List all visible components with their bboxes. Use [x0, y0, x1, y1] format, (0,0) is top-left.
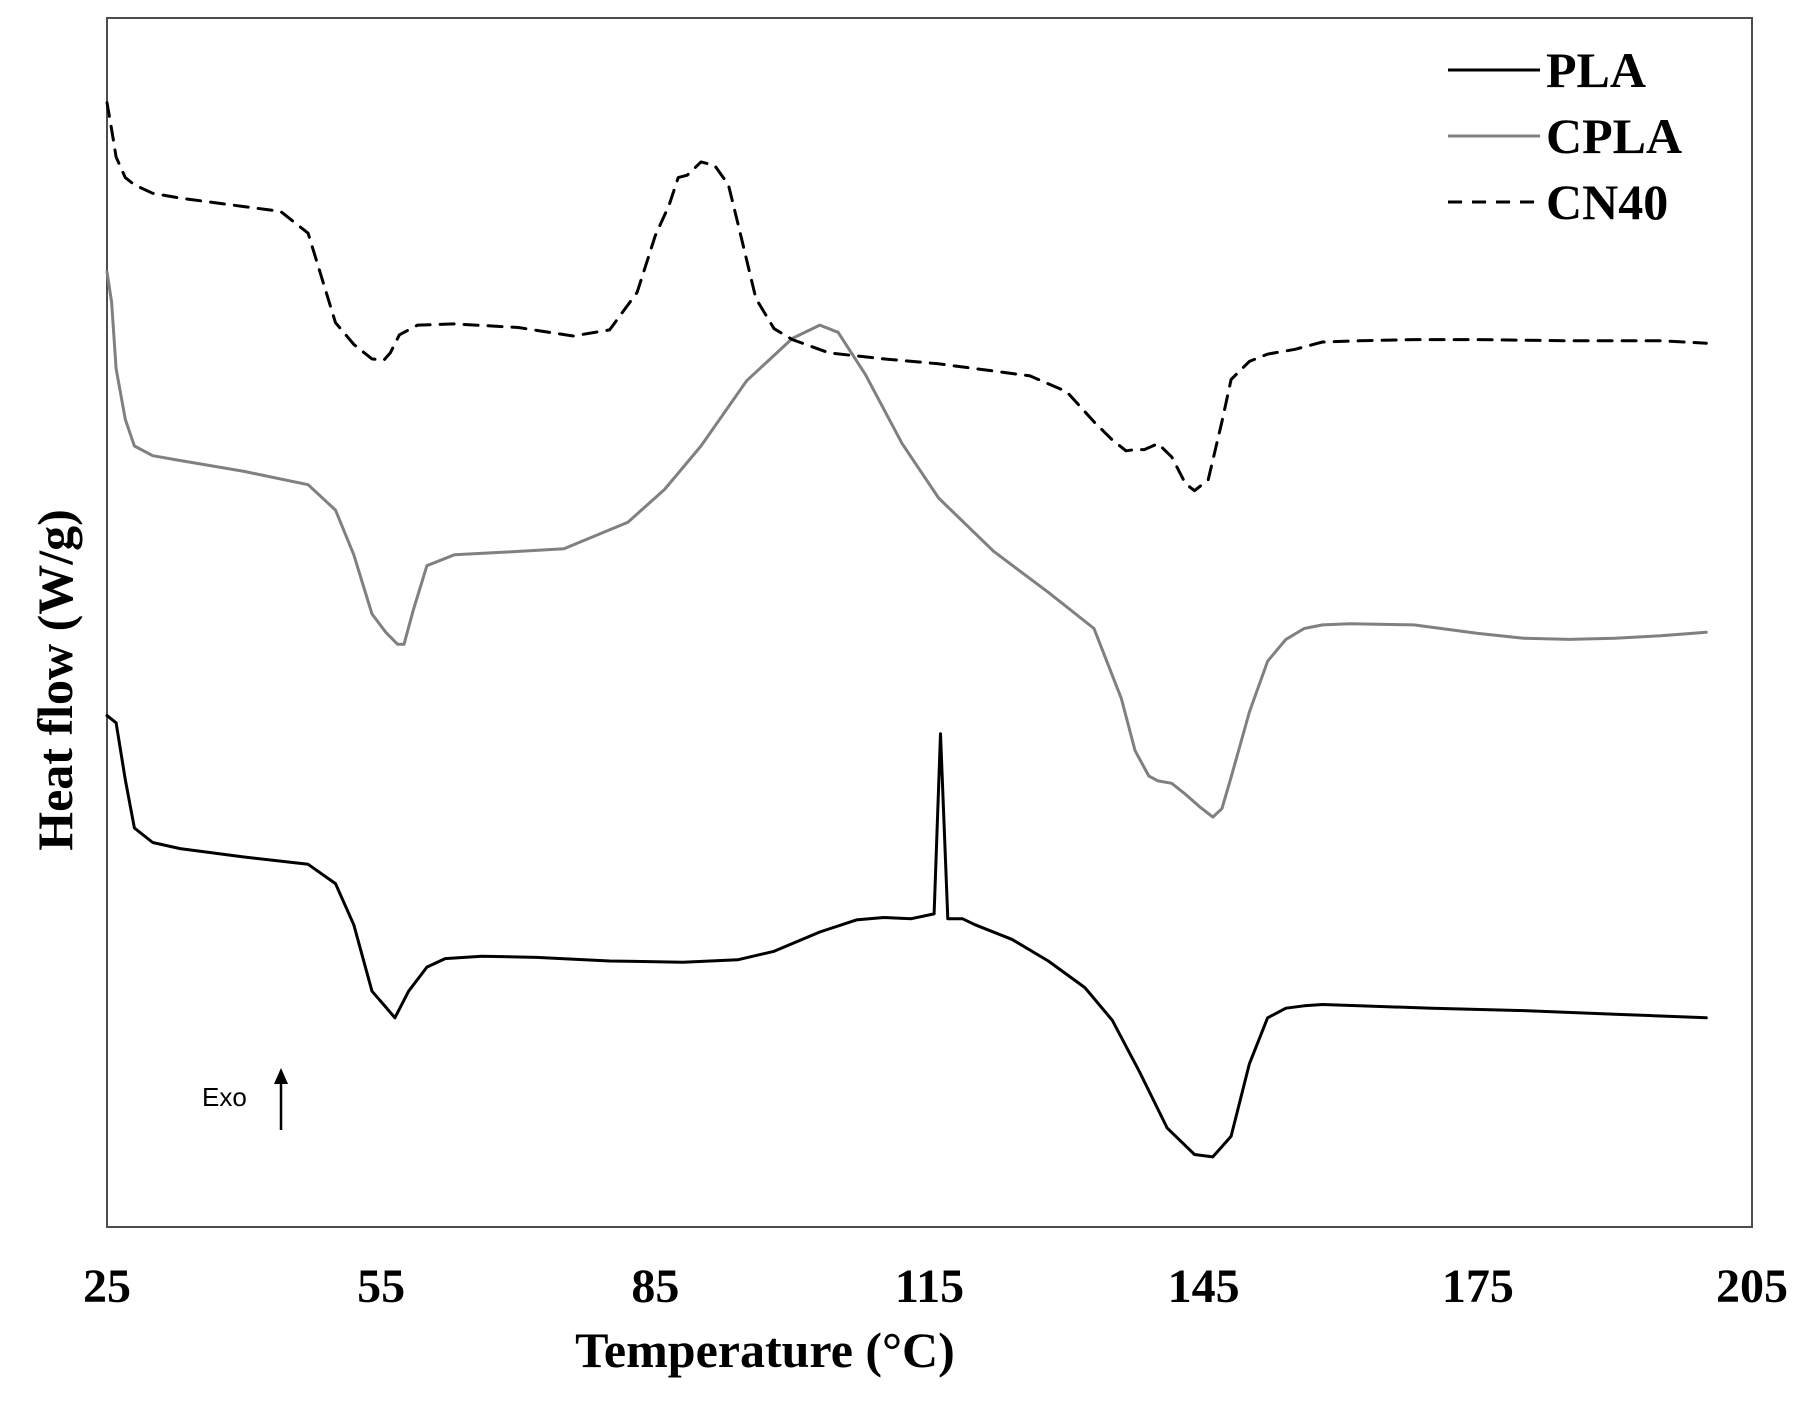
series-line-cn40: [105, 101, 1708, 493]
x-tick-label: 55: [357, 1260, 405, 1313]
x-tick-label: 145: [1168, 1260, 1240, 1313]
x-tick-label: 85: [631, 1260, 679, 1313]
series-line-pla: [105, 714, 1708, 1159]
x-tick-label: 205: [1716, 1260, 1788, 1313]
x-tick-label: 25: [83, 1260, 131, 1313]
legend-label-cn40: CN40: [1546, 174, 1668, 230]
plot-area-frame: [106, 17, 1753, 1228]
legend-label-pla: PLA: [1546, 42, 1646, 98]
series-layer: [105, 101, 1708, 1159]
exo-arrowhead-icon: [274, 1068, 288, 1084]
x-tick-label: 175: [1442, 1260, 1514, 1313]
x-axis-title: Temperature (°C): [575, 1322, 955, 1378]
y-axis-title: Heat flow (W/g): [27, 509, 83, 851]
legend-label-cpla: CPLA: [1546, 108, 1682, 164]
legend: PLA CPLA CN40: [1448, 42, 1682, 230]
exo-label: Exo: [202, 1082, 247, 1112]
x-tick-label: 115: [895, 1260, 964, 1313]
exo-annotation: Exo: [202, 1068, 288, 1130]
x-tick-labels: 25 55 85 115 145 175 205: [83, 1260, 1788, 1313]
series-line-cpla: [105, 270, 1708, 819]
